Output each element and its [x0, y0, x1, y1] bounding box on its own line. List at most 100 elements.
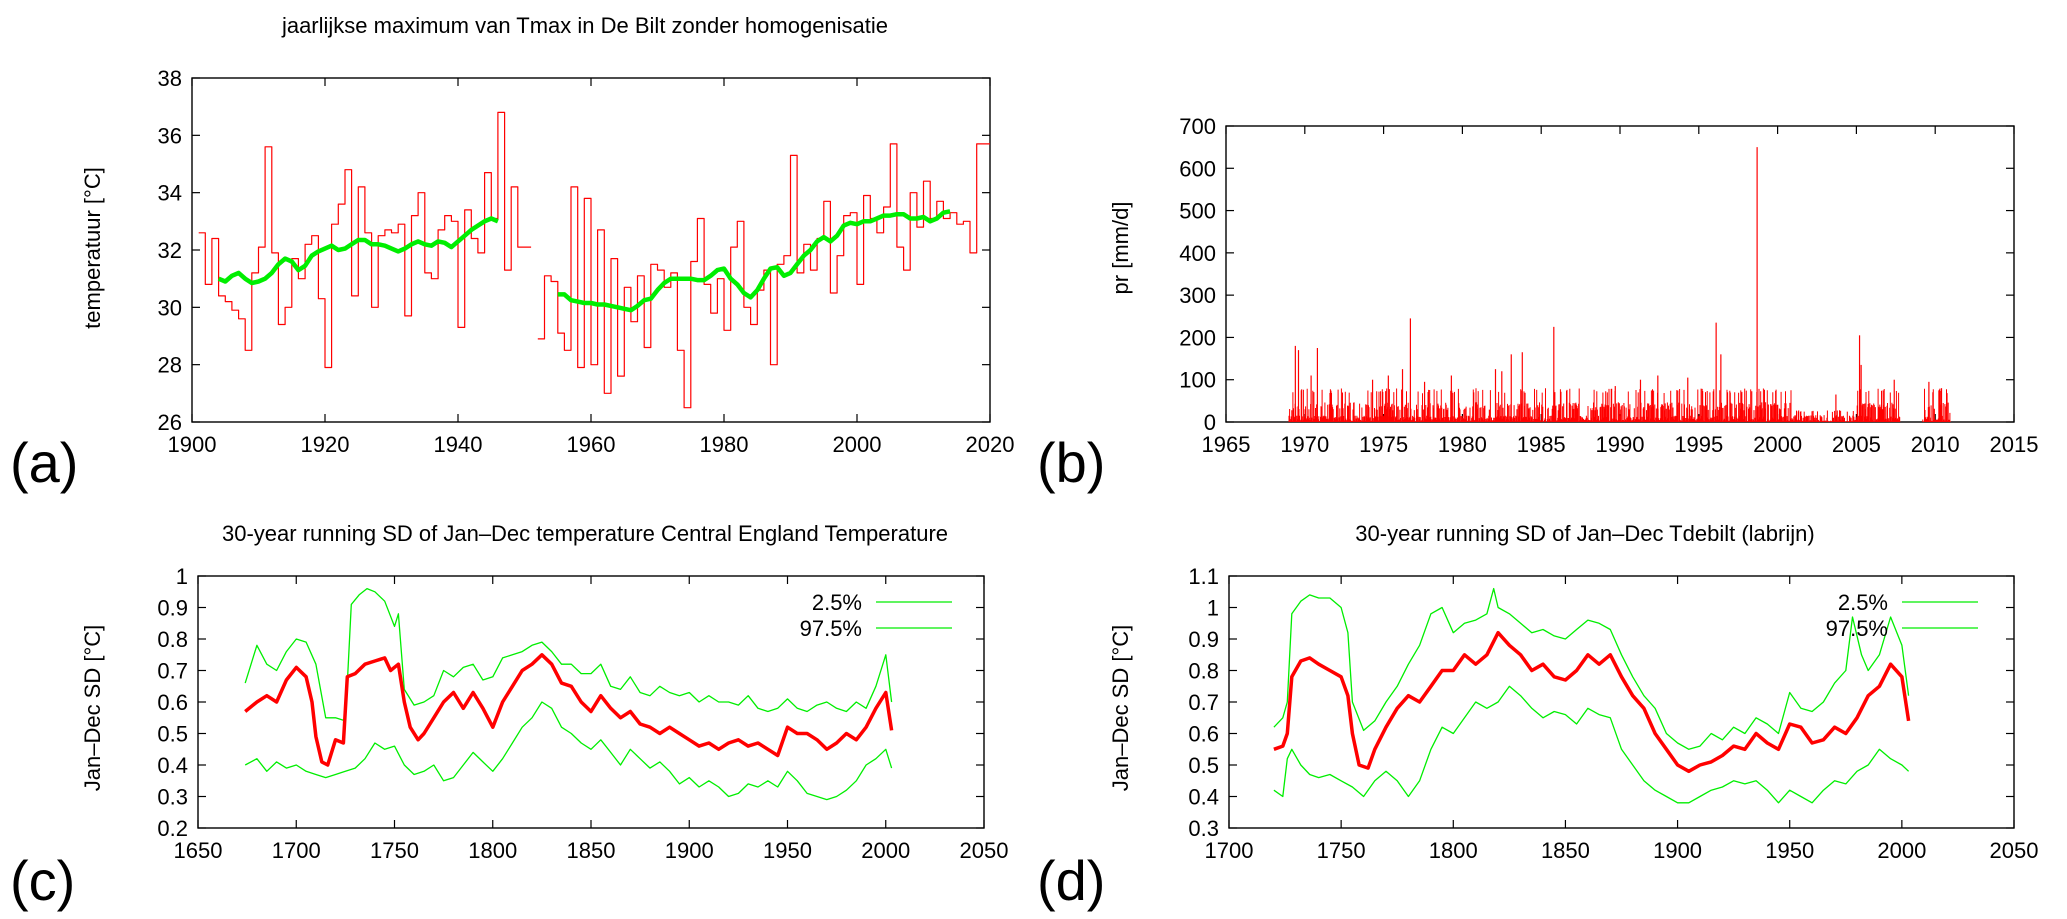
ylabel-c: Jan–Dec SD [°C] — [80, 625, 105, 792]
legend-d: 2.5% 97.5% — [1826, 590, 1978, 641]
x-tick-label-b-10: 2015 — [1990, 432, 2039, 457]
legend-c-label-1: 97.5% — [800, 616, 862, 641]
title-c: 30-year running SD of Jan–Dec temperatur… — [222, 521, 948, 546]
y-tick-label-b-1: 100 — [1179, 368, 1216, 393]
x-tick-label-c-0: 1650 — [174, 838, 223, 863]
x-tick-label-c-6: 1950 — [763, 838, 812, 863]
y-tick-label-b-3: 300 — [1179, 283, 1216, 308]
y-tick-label-a-0: 26 — [158, 410, 182, 435]
x-tick-label-a-3: 1960 — [567, 432, 616, 457]
x-tick-label-c-7: 2000 — [861, 838, 910, 863]
lower-25-line-d — [1273, 685, 1910, 804]
smoothed-line-segment-0 — [217, 216, 499, 286]
legend-c: 2.5% 97.5% — [800, 590, 952, 641]
y-tick-label-d-4: 0.7 — [1188, 690, 1219, 715]
legend-d-label-1: 97.5% — [1826, 616, 1888, 641]
y-tick-label-c-8: 1 — [176, 564, 188, 589]
x-tick-label-a-6: 2020 — [966, 432, 1015, 457]
panel-label-a: (a) — [10, 431, 78, 494]
smoothed-line-segment-1 — [557, 209, 951, 313]
y-tick-label-d-8: 1.1 — [1188, 564, 1219, 589]
x-tick-label-c-8: 2050 — [960, 838, 1009, 863]
y-tick-label-d-5: 0.8 — [1188, 659, 1219, 684]
x-tick-label-b-9: 2010 — [1911, 432, 1960, 457]
y-tick-label-c-2: 0.4 — [157, 753, 188, 778]
panel-a-plot: 1900 1920 1940 1960 1980 2000 2020 26 28 30 32 34 36… — [158, 66, 1015, 457]
y-tick-label-d-2: 0.5 — [1188, 753, 1219, 778]
sd-line-c — [244, 653, 894, 767]
x-tick-label-a-5: 2000 — [833, 432, 882, 457]
y-tick-label-a-5: 36 — [158, 123, 182, 148]
plot-frame-c — [197, 575, 985, 829]
plot-frame-d — [1228, 575, 2015, 829]
x-tick-label-a-0: 1900 — [168, 432, 217, 457]
panel-label-b: (b) — [1037, 431, 1105, 494]
ylabel-d: Jan–Dec SD [°C] — [1108, 625, 1133, 792]
y-tick-label-c-4: 0.6 — [157, 690, 188, 715]
legend-c-label-0: 2.5% — [812, 590, 862, 615]
panel-label-c: (c) — [10, 849, 75, 912]
y-tick-label-c-7: 0.9 — [157, 596, 188, 621]
x-tick-label-a-4: 1980 — [700, 432, 749, 457]
y-tick-label-d-7: 1 — [1207, 596, 1219, 621]
x-tick-label-b-3: 1980 — [1438, 432, 1487, 457]
y-tick-label-a-1: 28 — [158, 353, 182, 378]
plot-frame-b — [1225, 125, 2015, 423]
y-tick-label-d-0: 0.3 — [1188, 816, 1219, 841]
x-tick-label-b-6: 1995 — [1674, 432, 1723, 457]
x-tick-label-b-2: 1975 — [1359, 432, 1408, 457]
x-tick-label-b-1: 1970 — [1280, 432, 1329, 457]
x-tick-label-c-4: 1850 — [567, 838, 616, 863]
y-tick-label-b-2: 200 — [1179, 325, 1216, 350]
x-tick-label-d-7: 2050 — [1990, 838, 2039, 863]
x-tick-label-b-4: 1985 — [1517, 432, 1566, 457]
title-a: jaarlijkse maximum van Tmax in De Bilt z… — [281, 13, 888, 38]
ylabel-a: temperatuur [°C] — [80, 167, 105, 329]
y-tick-label-d-1: 0.4 — [1188, 785, 1219, 810]
y-tick-label-a-2: 30 — [158, 295, 182, 320]
x-tick-label-d-6: 2000 — [1877, 838, 1926, 863]
x-tick-label-d-2: 1800 — [1429, 838, 1478, 863]
title-d: 30-year running SD of Jan–Dec Tdebilt (l… — [1355, 521, 1814, 546]
x-tick-label-b-7: 2000 — [1753, 432, 1802, 457]
panel-d-plot: 1700 1750 1800 1850 1900 1950 2000 2050 0.3 0.4 0.… — [1188, 564, 2038, 863]
x-tick-label-d-0: 1700 — [1205, 838, 1254, 863]
panel-b-plot: 1965 1970 1975 1980 1985 1990 1995 2000 2005 2010… — [1179, 114, 2038, 457]
panel-label-d: (d) — [1037, 849, 1105, 912]
x-tick-label-b-5: 1990 — [1596, 432, 1645, 457]
y-tick-label-d-3: 0.6 — [1188, 722, 1219, 747]
x-tick-label-c-5: 1900 — [665, 838, 714, 863]
y-tick-label-b-0: 0 — [1204, 410, 1216, 435]
y-tick-label-c-1: 0.3 — [157, 785, 188, 810]
x-tick-label-d-3: 1850 — [1541, 838, 1590, 863]
upper-975-line-d — [1273, 587, 1910, 750]
x-tick-label-d-4: 1900 — [1653, 838, 1702, 863]
x-tick-label-a-1: 1920 — [301, 432, 350, 457]
x-tick-label-d-5: 1950 — [1765, 838, 1814, 863]
x-tick-label-c-1: 1700 — [272, 838, 321, 863]
y-tick-label-d-6: 0.9 — [1188, 627, 1219, 652]
upper-975-line-c — [244, 587, 893, 722]
y-tick-label-c-5: 0.7 — [157, 659, 188, 684]
x-tick-label-b-8: 2005 — [1832, 432, 1881, 457]
y-tick-label-c-0: 0.2 — [157, 816, 188, 841]
x-tick-label-d-1: 1750 — [1317, 838, 1366, 863]
x-tick-label-b-0: 1965 — [1202, 432, 1251, 457]
x-tick-label-c-3: 1800 — [468, 838, 517, 863]
y-tick-label-b-4: 400 — [1179, 241, 1216, 266]
y-tick-label-c-6: 0.8 — [157, 627, 188, 652]
lower-25-line-c — [244, 701, 893, 801]
ylabel-b: pr [mm/d] — [1108, 202, 1133, 295]
x-tick-label-a-2: 1940 — [434, 432, 483, 457]
sd-line-d — [1273, 630, 1911, 774]
x-tick-label-c-2: 1750 — [370, 838, 419, 863]
y-tick-label-c-3: 0.5 — [157, 722, 188, 747]
y-tick-label-a-3: 32 — [158, 238, 182, 263]
panel-c-plot: 1650 1700 1750 1800 1850 1900 1950 2000 2050 0.2 0… — [157, 564, 1008, 863]
y-tick-label-a-6: 38 — [158, 66, 182, 91]
y-tick-label-b-6: 600 — [1179, 156, 1216, 181]
legend-d-label-0: 2.5% — [1838, 590, 1888, 615]
y-tick-label-b-7: 700 — [1179, 114, 1216, 139]
y-tick-label-b-5: 500 — [1179, 199, 1216, 224]
